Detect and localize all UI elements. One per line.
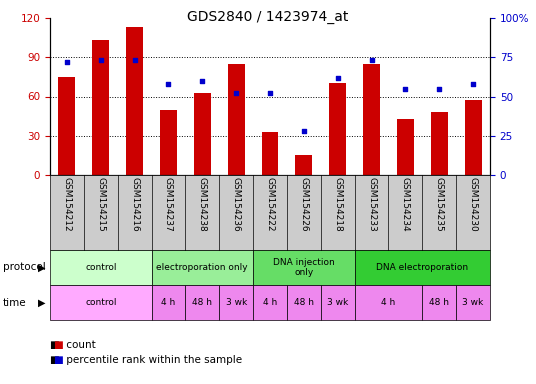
Text: protocol: protocol — [3, 263, 46, 273]
Text: GSM154236: GSM154236 — [232, 177, 241, 232]
Text: GSM154230: GSM154230 — [468, 177, 478, 232]
Text: DNA electroporation: DNA electroporation — [376, 263, 468, 272]
Text: GSM154212: GSM154212 — [62, 177, 71, 232]
Text: time: time — [3, 298, 26, 308]
Bar — [431, 112, 448, 175]
Point — [198, 78, 206, 84]
Text: GSM154238: GSM154238 — [198, 177, 207, 232]
Bar — [295, 156, 312, 175]
Text: GSM154216: GSM154216 — [130, 177, 139, 232]
Text: 3 wk: 3 wk — [327, 298, 348, 307]
Text: control: control — [85, 298, 116, 307]
Point — [367, 57, 376, 63]
Text: control: control — [85, 263, 116, 272]
Point — [401, 86, 410, 92]
Bar — [228, 64, 244, 175]
Text: 48 h: 48 h — [192, 298, 212, 307]
Text: 4 h: 4 h — [161, 298, 176, 307]
Point — [469, 81, 478, 87]
Point — [130, 57, 139, 63]
Point — [96, 57, 105, 63]
Bar — [262, 132, 279, 175]
Text: ■  count: ■ count — [50, 340, 96, 350]
Bar — [160, 109, 177, 175]
Bar — [397, 119, 414, 175]
Text: ▶: ▶ — [38, 263, 46, 273]
Point — [232, 90, 241, 96]
Text: 3 wk: 3 wk — [226, 298, 247, 307]
Text: 4 h: 4 h — [263, 298, 277, 307]
Bar — [329, 83, 346, 175]
Bar — [194, 93, 211, 175]
Point — [164, 81, 173, 87]
Point — [435, 86, 443, 92]
Bar — [92, 40, 109, 175]
Text: GSM154234: GSM154234 — [401, 177, 410, 232]
Point — [333, 74, 342, 81]
Text: 48 h: 48 h — [294, 298, 314, 307]
Point — [300, 128, 308, 134]
Text: 48 h: 48 h — [429, 298, 449, 307]
Bar — [58, 77, 76, 175]
Text: ■  percentile rank within the sample: ■ percentile rank within the sample — [50, 355, 242, 365]
Text: GSM154226: GSM154226 — [299, 177, 308, 232]
Bar — [465, 101, 481, 175]
Text: 4 h: 4 h — [381, 298, 396, 307]
Text: GSM154218: GSM154218 — [333, 177, 342, 232]
Text: GDS2840 / 1423974_at: GDS2840 / 1423974_at — [187, 10, 349, 23]
Text: GSM154215: GSM154215 — [96, 177, 105, 232]
Text: electroporation only: electroporation only — [157, 263, 248, 272]
Text: ■: ■ — [53, 355, 62, 365]
Text: 3 wk: 3 wk — [463, 298, 483, 307]
Point — [266, 90, 274, 96]
Bar — [363, 64, 380, 175]
Bar — [126, 27, 143, 175]
Text: ■: ■ — [53, 340, 62, 350]
Text: GSM154233: GSM154233 — [367, 177, 376, 232]
Text: ▶: ▶ — [38, 298, 46, 308]
Text: GSM154235: GSM154235 — [435, 177, 444, 232]
Point — [63, 59, 71, 65]
Text: GSM154237: GSM154237 — [164, 177, 173, 232]
Text: DNA injection
only: DNA injection only — [273, 258, 334, 277]
Text: GSM154222: GSM154222 — [265, 177, 274, 232]
